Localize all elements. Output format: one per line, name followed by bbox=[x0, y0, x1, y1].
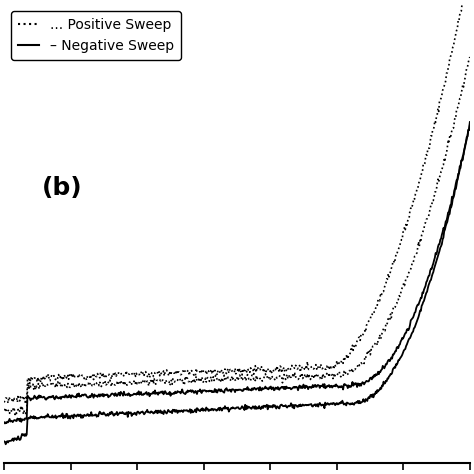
Text: (b): (b) bbox=[41, 176, 82, 200]
Legend: ... Positive Sweep, – Negative Sweep: ... Positive Sweep, – Negative Sweep bbox=[11, 11, 181, 60]
